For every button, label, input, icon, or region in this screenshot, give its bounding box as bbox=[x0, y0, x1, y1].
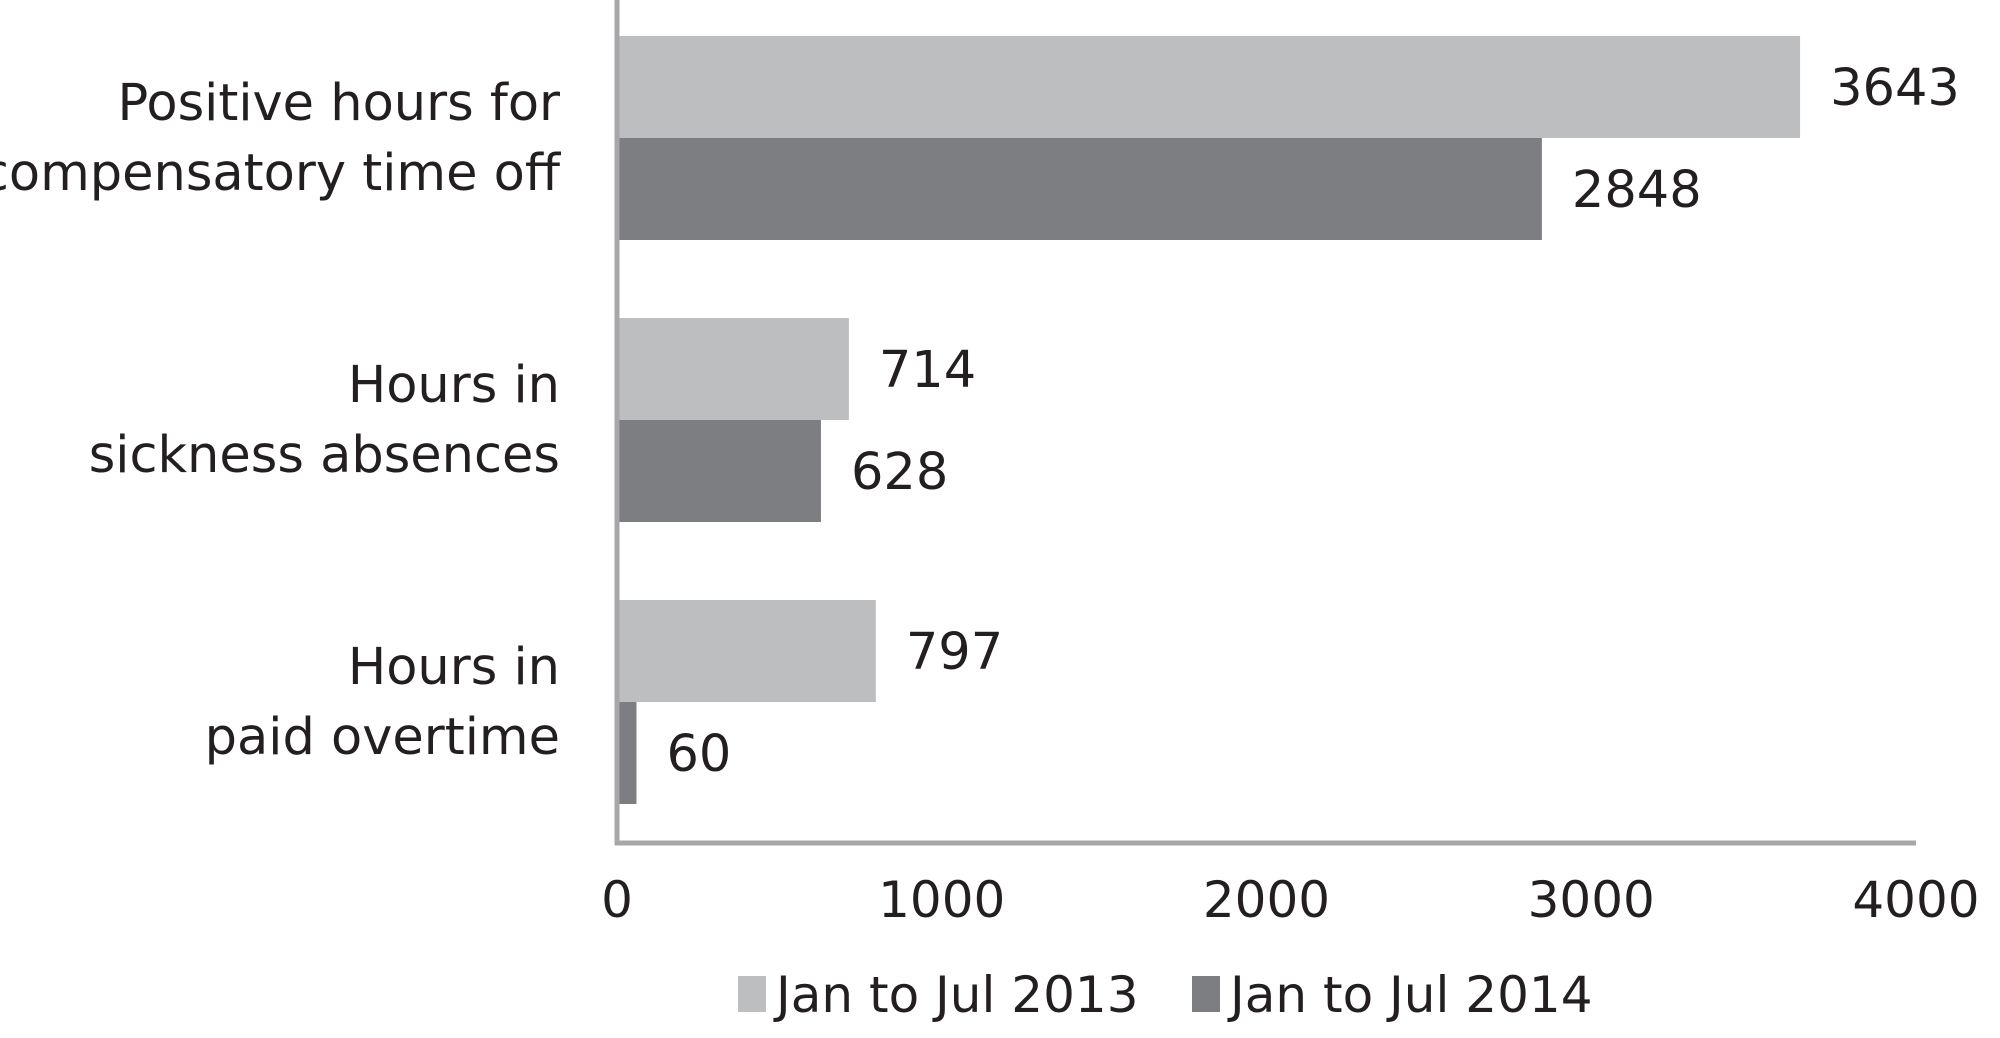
legend-label-1: Jan to Jul 2013 bbox=[773, 966, 1139, 1024]
value-label-1-series-1: 3643 bbox=[1830, 59, 1960, 118]
bar-3-series-2 bbox=[617, 702, 637, 804]
x-tick-label-4000: 4000 bbox=[1852, 871, 1979, 929]
x-tick-label-3000: 3000 bbox=[1528, 871, 1655, 929]
value-label-2-series-2: 628 bbox=[851, 443, 948, 502]
legend-swatch-2 bbox=[1192, 976, 1220, 1012]
legend-swatch-1 bbox=[738, 976, 766, 1012]
category-label-3-line-1: Hours in bbox=[348, 638, 560, 697]
legend-label-2: Jan to Jul 2014 bbox=[1227, 966, 1593, 1024]
category-label-3-line-2: paid overtime bbox=[205, 708, 560, 767]
bar-2-series-1 bbox=[617, 318, 849, 420]
value-label-3-series-2: 60 bbox=[666, 725, 731, 784]
x-tick-label-2000: 2000 bbox=[1203, 871, 1330, 929]
bar-1-series-1 bbox=[617, 36, 1801, 138]
category-label-2-line-2: sickness absences bbox=[89, 426, 560, 485]
category-label-1-line-1: Positive hours for bbox=[117, 74, 560, 133]
category-label-1-line-2: compensatory time off bbox=[0, 144, 562, 203]
category-label-2-line-1: Hours in bbox=[348, 356, 560, 415]
bar-2-series-2 bbox=[617, 420, 821, 522]
value-label-2-series-1: 714 bbox=[879, 341, 976, 400]
bar-3-series-1 bbox=[617, 600, 876, 702]
value-label-3-series-1: 797 bbox=[906, 623, 1003, 682]
x-tick-label-0: 0 bbox=[601, 871, 633, 929]
value-label-1-series-2: 2848 bbox=[1572, 161, 1702, 220]
bar-1-series-2 bbox=[617, 138, 1542, 240]
x-tick-label-1000: 1000 bbox=[878, 871, 1005, 929]
